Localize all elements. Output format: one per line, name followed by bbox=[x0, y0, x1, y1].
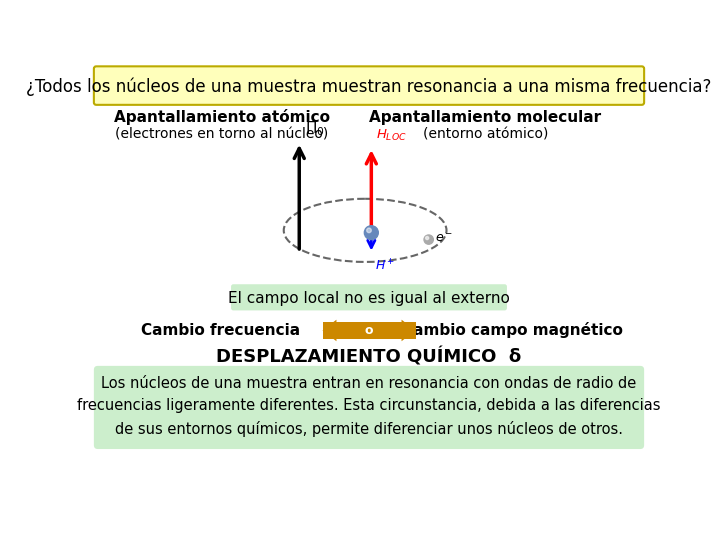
Text: o: o bbox=[365, 324, 373, 337]
FancyBboxPatch shape bbox=[94, 66, 644, 105]
Circle shape bbox=[424, 235, 433, 244]
Text: Cambio frecuencia: Cambio frecuencia bbox=[140, 323, 300, 338]
Text: DESPLAZAMIENTO QUÍMICO  δ: DESPLAZAMIENTO QUÍMICO δ bbox=[217, 348, 521, 367]
Polygon shape bbox=[323, 320, 336, 341]
Text: ¿Todos los núcleos de una muestra muestran resonancia a una misma frecuencia?: ¿Todos los núcleos de una muestra muestr… bbox=[27, 77, 711, 96]
FancyBboxPatch shape bbox=[231, 284, 507, 310]
Text: $H^+$: $H^+$ bbox=[375, 258, 395, 273]
Text: Cambio campo magnético: Cambio campo magnético bbox=[402, 322, 623, 339]
Text: $e^-$: $e^-$ bbox=[435, 232, 453, 245]
Text: Apantallamiento molecular: Apantallamiento molecular bbox=[369, 110, 601, 125]
Text: El campo local no es igual al externo: El campo local no es igual al externo bbox=[228, 292, 510, 306]
FancyBboxPatch shape bbox=[323, 322, 415, 339]
FancyBboxPatch shape bbox=[94, 366, 644, 449]
Polygon shape bbox=[402, 320, 415, 341]
Circle shape bbox=[366, 228, 372, 233]
Circle shape bbox=[426, 237, 428, 240]
Text: $H_{LOC}$: $H_{LOC}$ bbox=[376, 128, 407, 143]
Text: Los núcleos de una muestra entran en resonancia con ondas de radio de
frecuencia: Los núcleos de una muestra entran en res… bbox=[77, 376, 661, 437]
Circle shape bbox=[364, 226, 378, 240]
Text: Apantallamiento atómico: Apantallamiento atómico bbox=[114, 109, 330, 125]
Text: $\Pi_0$: $\Pi_0$ bbox=[305, 119, 325, 138]
Text: (entorno atómico): (entorno atómico) bbox=[423, 127, 548, 141]
Text: (electrones en torno al núcleo): (electrones en torno al núcleo) bbox=[115, 127, 328, 141]
